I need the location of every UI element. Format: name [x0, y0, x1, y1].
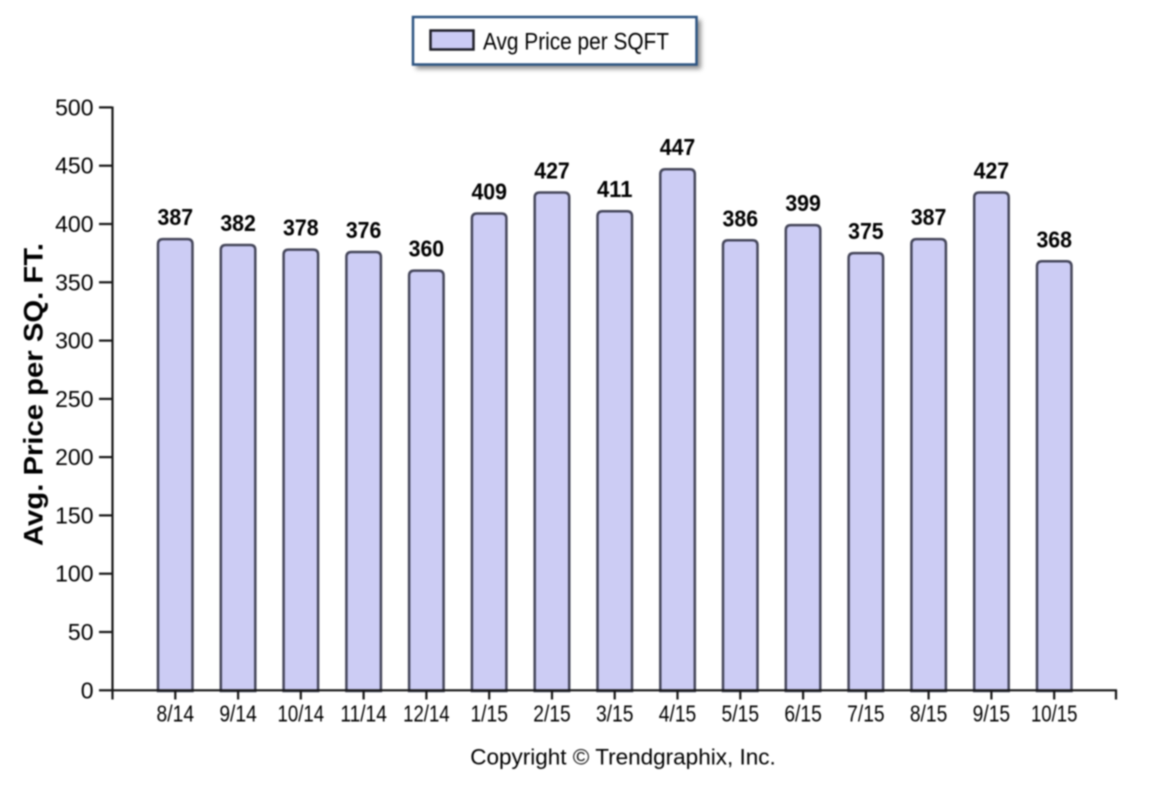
svg-text:387: 387 — [911, 204, 947, 230]
svg-text:8/15: 8/15 — [910, 701, 948, 727]
svg-text:2/15: 2/15 — [533, 701, 571, 727]
svg-text:411: 411 — [597, 176, 633, 202]
svg-text:350: 350 — [55, 269, 93, 295]
svg-text:9/14: 9/14 — [219, 701, 257, 727]
svg-text:Avg Price per SQFT: Avg Price per SQFT — [483, 28, 669, 55]
svg-text:4/15: 4/15 — [659, 701, 697, 727]
svg-text:387: 387 — [158, 204, 194, 230]
svg-text:11/14: 11/14 — [340, 701, 387, 727]
svg-text:500: 500 — [55, 94, 93, 120]
svg-text:1/15: 1/15 — [470, 701, 508, 727]
svg-text:447: 447 — [660, 134, 696, 160]
svg-text:368: 368 — [1036, 226, 1072, 252]
svg-text:427: 427 — [974, 158, 1010, 184]
svg-text:9/15: 9/15 — [973, 701, 1011, 727]
svg-text:399: 399 — [785, 190, 821, 216]
svg-text:400: 400 — [55, 211, 93, 237]
svg-text:0: 0 — [81, 677, 94, 703]
svg-text:360: 360 — [409, 236, 445, 262]
svg-text:5/15: 5/15 — [722, 701, 760, 727]
svg-text:Copyright © Trendgraphix, Inc.: Copyright © Trendgraphix, Inc. — [470, 745, 775, 770]
svg-text:427: 427 — [534, 158, 570, 184]
svg-text:6/15: 6/15 — [784, 701, 822, 727]
svg-text:Avg. Price per SQ. FT.: Avg. Price per SQ. FT. — [19, 243, 49, 546]
svg-text:50: 50 — [68, 619, 94, 645]
svg-text:10/15: 10/15 — [1031, 701, 1078, 727]
svg-text:450: 450 — [55, 153, 93, 179]
svg-text:300: 300 — [55, 328, 93, 354]
svg-text:12/14: 12/14 — [403, 701, 450, 727]
svg-text:376: 376 — [346, 217, 382, 243]
svg-text:7/15: 7/15 — [847, 701, 885, 727]
svg-text:200: 200 — [55, 444, 93, 470]
svg-text:250: 250 — [55, 386, 93, 412]
svg-text:100: 100 — [55, 561, 93, 587]
svg-text:382: 382 — [220, 210, 256, 236]
svg-text:375: 375 — [848, 218, 884, 244]
svg-text:8/14: 8/14 — [157, 701, 195, 727]
svg-text:409: 409 — [471, 179, 507, 205]
svg-text:386: 386 — [723, 205, 759, 231]
svg-text:150: 150 — [55, 502, 93, 528]
svg-text:378: 378 — [283, 215, 319, 241]
svg-text:3/15: 3/15 — [596, 701, 634, 727]
svg-text:10/14: 10/14 — [278, 701, 325, 727]
